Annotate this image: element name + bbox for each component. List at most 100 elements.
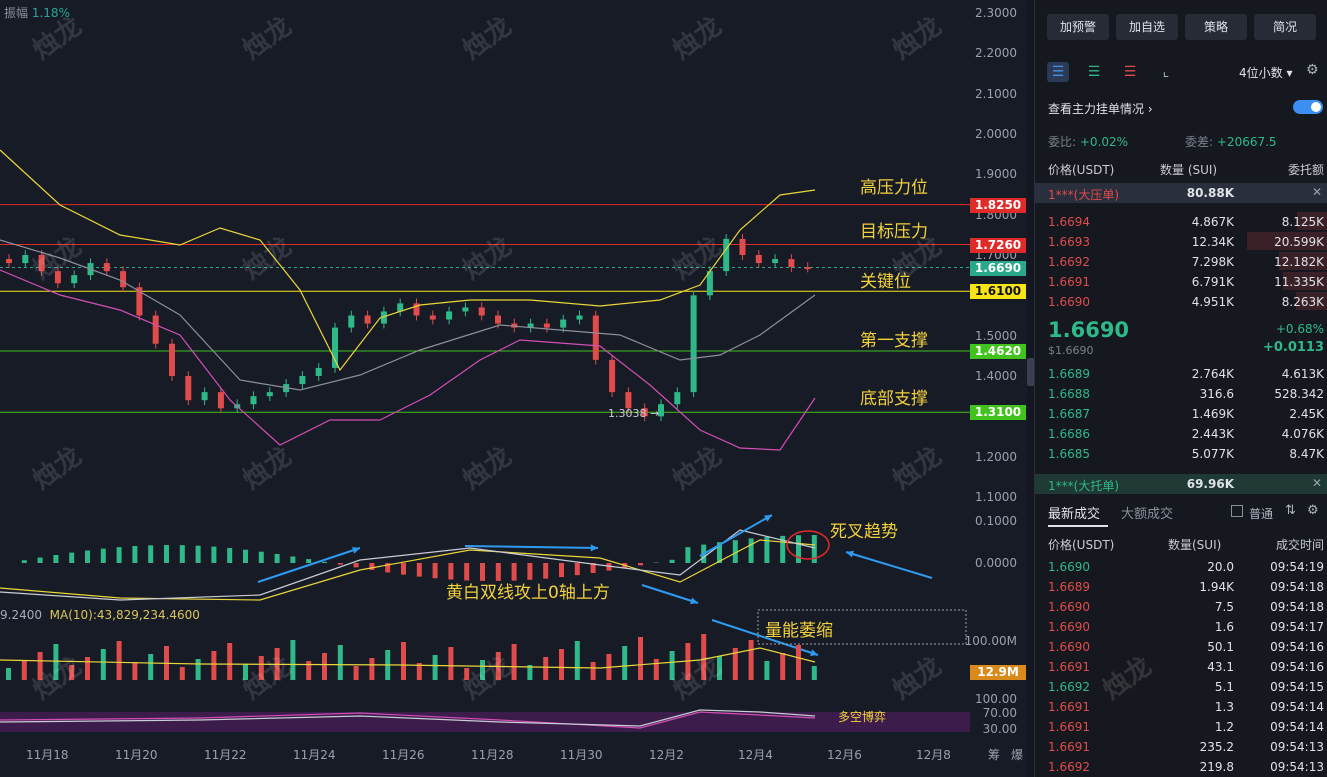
strategy-button[interactable]: 策略 xyxy=(1185,14,1247,40)
macd-bar xyxy=(401,563,406,575)
ask-row[interactable]: 1.6693 12.34K 20.599K xyxy=(1035,232,1327,252)
trade-row[interactable]: 1.6690 7.5 09:54:18 xyxy=(1035,597,1327,617)
depth-chart-icon[interactable]: ⌞ xyxy=(1162,64,1170,80)
volume-bar xyxy=(780,653,786,680)
candle-body xyxy=(413,303,420,316)
candle-body xyxy=(201,392,208,401)
x-corner-chip[interactable]: 筹 xyxy=(988,748,1001,762)
annotation-volume-shrink: 量能萎缩 xyxy=(765,621,833,641)
tab-large-trades[interactable]: 大额成交 xyxy=(1121,507,1174,522)
big-bid-row[interactable]: 1***(大托单) 69.96K ✕ xyxy=(1035,474,1327,494)
osc-axis-100: 100.00 xyxy=(975,692,1017,706)
trade-row[interactable]: 1.6691 1.3 09:54:14 xyxy=(1035,697,1327,717)
book-asks-icon[interactable]: ☰ xyxy=(1123,64,1137,80)
chart-canvas[interactable] xyxy=(0,0,1027,777)
volume-bar xyxy=(337,645,343,680)
ask-row[interactable]: 1.6690 4.951K 8.263K xyxy=(1035,292,1327,312)
volume-bar xyxy=(432,655,438,680)
big-ask-row[interactable]: 1***(大压单) 80.88K ✕ xyxy=(1035,183,1327,203)
main-order-toggle[interactable] xyxy=(1293,100,1323,114)
volume-bar xyxy=(85,657,90,680)
trade-settings-icon[interactable]: ⚙ xyxy=(1307,503,1319,518)
volume-bar xyxy=(717,656,722,680)
candle-body xyxy=(54,271,61,284)
macd-bar xyxy=(369,563,375,570)
price-tag: 1.3100 xyxy=(970,405,1026,421)
candle-body xyxy=(315,367,322,376)
bid-row[interactable]: 1.6686 2.443K 4.076K xyxy=(1035,424,1327,444)
macd-bar xyxy=(69,552,75,563)
book-bids-icon[interactable]: ☰ xyxy=(1087,64,1101,80)
trade-row[interactable]: 1.6690 20.0 09:54:19 xyxy=(1035,557,1327,577)
volume-bar xyxy=(116,641,122,680)
trade-row[interactable]: 1.6691 43.1 09:54:16 xyxy=(1035,657,1327,677)
volume-bar xyxy=(622,646,628,680)
close-icon[interactable]: ✕ xyxy=(1311,476,1322,490)
cell-p: 1.6690 xyxy=(1048,295,1090,309)
price-axis-label: 2.1000 xyxy=(975,86,1017,101)
close-icon[interactable]: ✕ xyxy=(1311,185,1322,199)
x-axis-label: 12月8 xyxy=(916,748,951,762)
settings-gear-icon[interactable]: ⚙ xyxy=(1306,62,1319,78)
add-watchlist-button[interactable]: 加自选 xyxy=(1116,14,1178,40)
macd-bar xyxy=(211,546,217,563)
macd-bar xyxy=(811,535,817,563)
overview-button[interactable]: 简况 xyxy=(1254,14,1316,40)
volume-axis: 100.00M xyxy=(964,634,1017,648)
volume-ma-line xyxy=(0,647,816,669)
decimals-select[interactable]: 4位小数 ▾ xyxy=(1239,66,1293,80)
bid-row[interactable]: 1.6689 2.764K 4.613K xyxy=(1035,364,1327,384)
osc-axis-30: 30.00 xyxy=(982,722,1017,736)
bid-row[interactable]: 1.6688 316.6 528.342 xyxy=(1035,384,1327,404)
bid-row[interactable]: 1.6687 1.469K 2.45K xyxy=(1035,404,1327,424)
x-axis-label: 11月22 xyxy=(204,748,247,762)
candle-body xyxy=(788,259,795,268)
trade-row[interactable]: 1.6691 235.2 09:54:13 xyxy=(1035,737,1327,757)
order-ratio: 委比: +0.02% xyxy=(1048,135,1129,149)
depth-bar xyxy=(1296,212,1327,230)
candle-body xyxy=(674,392,681,405)
trade-row[interactable]: 1.6689 1.94K 09:54:18 xyxy=(1035,577,1327,597)
bid-row[interactable]: 1.6685 5.077K 8.47K xyxy=(1035,444,1327,464)
macd-bar xyxy=(416,563,422,577)
arrow-macd-rise-head xyxy=(352,546,360,554)
panel-collapse-handle[interactable] xyxy=(1027,358,1035,386)
filter-icon[interactable]: ⇅ xyxy=(1285,503,1296,518)
chart-area[interactable]: 振幅 1.18% 9.2400 MA(10):43,829,234.4600 2… xyxy=(0,0,1027,777)
trade-header: 价格(USDT) 数量(SUI) 成交时间 xyxy=(1048,538,1324,552)
cell-p: 1.6685 xyxy=(1048,447,1090,461)
add-alert-button[interactable]: 加预警 xyxy=(1047,14,1109,40)
ask-row[interactable]: 1.6692 7.298K 12.182K xyxy=(1035,252,1327,272)
normal-checkbox[interactable] xyxy=(1231,505,1243,517)
trade-row[interactable]: 1.6692 219.8 09:54:13 xyxy=(1035,757,1327,777)
arrow-death-cross-head xyxy=(846,550,854,558)
ask-row[interactable]: 1.6691 6.791K 11.335K xyxy=(1035,272,1327,292)
chevron-down-icon: ▾ xyxy=(1286,66,1293,80)
trade-row[interactable]: 1.6692 5.1 09:54:15 xyxy=(1035,677,1327,697)
trade-row[interactable]: 1.6691 1.2 09:54:14 xyxy=(1035,717,1327,737)
ask-row[interactable]: 1.6694 4.867K 8.125K xyxy=(1035,212,1327,232)
annotation-macd-note: 黄白双线攻上0轴上方 xyxy=(446,583,610,603)
macd-axis-high: 0.1000 xyxy=(975,514,1017,528)
cell-t: 20.599K xyxy=(1274,235,1324,249)
x-axis-label: 11月18 xyxy=(26,748,69,762)
trade-row[interactable]: 1.6690 1.6 09:54:17 xyxy=(1035,617,1327,637)
osc-axis-70: 70.00 xyxy=(982,706,1017,720)
osc-line-2 xyxy=(0,709,816,727)
trade-row[interactable]: 1.6690 50.1 09:54:16 xyxy=(1035,637,1327,657)
cell-q: 1.2 xyxy=(1214,720,1234,734)
book-both-icon[interactable]: ☰ xyxy=(1047,62,1069,82)
cell-q: 7.5 xyxy=(1214,600,1234,614)
candle-body xyxy=(266,392,273,397)
tab-latest-trades[interactable]: 最新成交 xyxy=(1048,507,1101,522)
volume-tag: 12.9M xyxy=(970,665,1026,680)
candle-body xyxy=(71,275,78,284)
macd-bar xyxy=(796,535,801,563)
x-corner-boom[interactable]: 爆 xyxy=(1011,748,1024,762)
macd-bar xyxy=(37,557,43,563)
cell-t: 09:54:13 xyxy=(1270,760,1324,774)
price-axis-label: 2.0000 xyxy=(975,127,1017,141)
main-order-link[interactable]: 查看主力挂单情况 › xyxy=(1048,102,1153,116)
candle-body xyxy=(495,315,501,324)
x-axis-label: 11月28 xyxy=(471,748,514,762)
